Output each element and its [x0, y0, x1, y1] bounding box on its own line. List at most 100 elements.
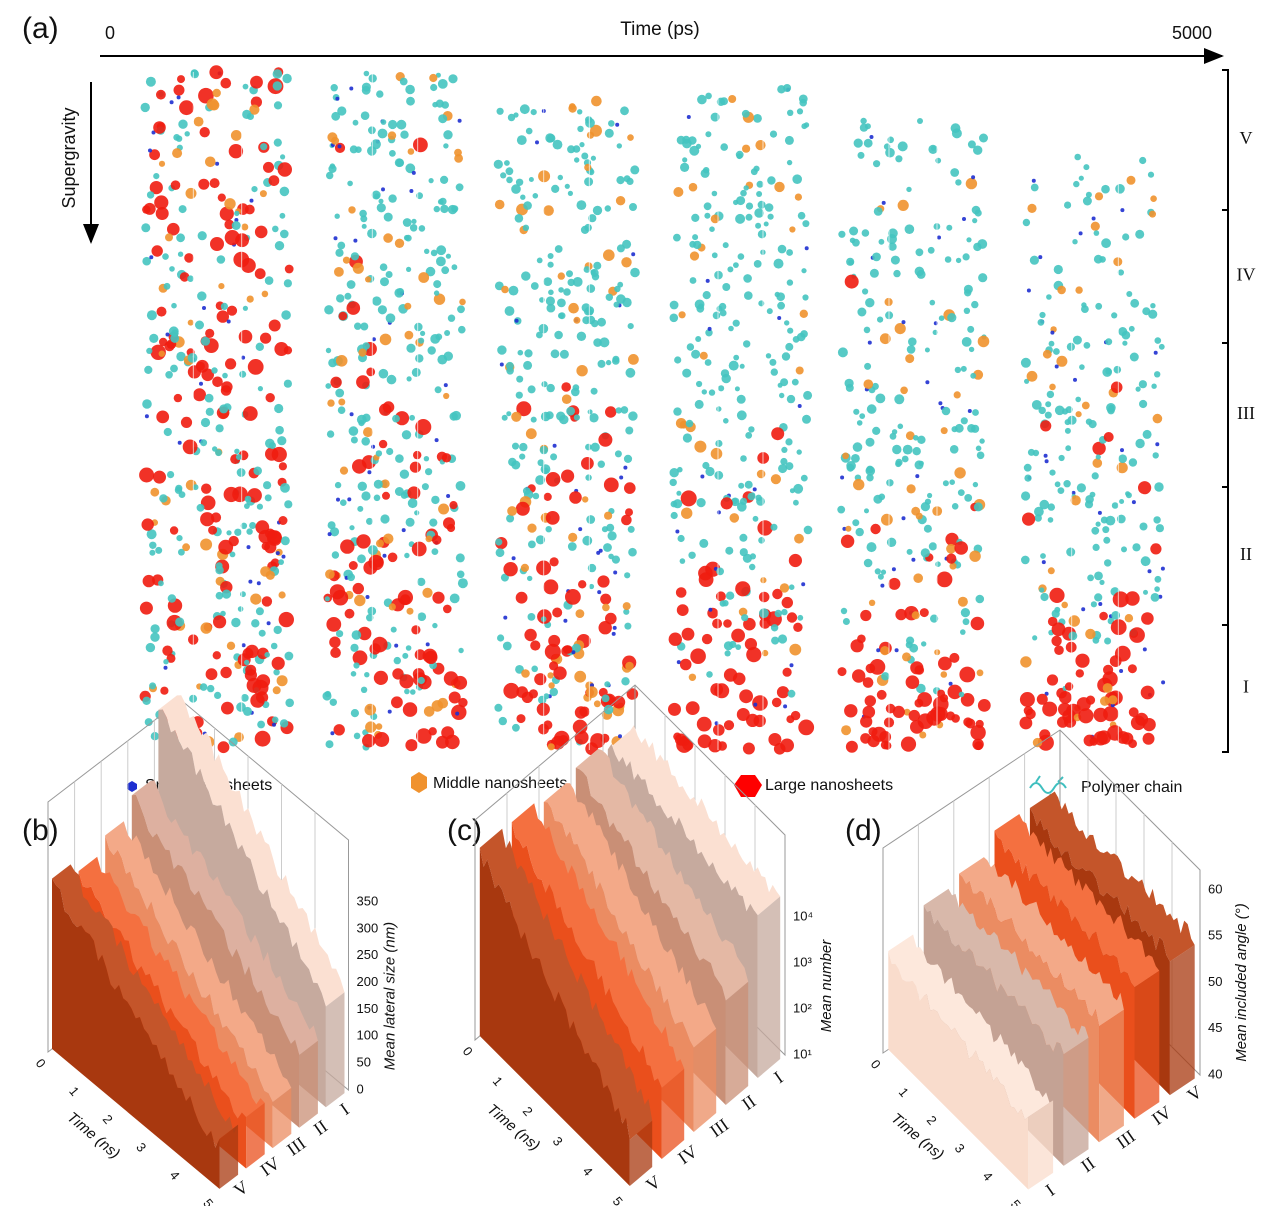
ribbon-face	[479, 847, 630, 1186]
particle	[1101, 238, 1111, 249]
particle	[749, 563, 756, 571]
particle	[740, 189, 747, 197]
particle	[149, 255, 154, 260]
particle	[673, 233, 681, 242]
particle	[497, 345, 507, 355]
particle	[511, 411, 522, 422]
particle	[888, 228, 898, 239]
particle	[941, 406, 951, 416]
particle	[685, 419, 694, 428]
particle	[325, 347, 332, 354]
particle	[865, 298, 875, 308]
particle	[615, 122, 620, 127]
particle	[365, 721, 377, 733]
particle	[1099, 611, 1108, 621]
particle	[1091, 526, 1100, 535]
particle	[497, 634, 505, 642]
particle	[536, 257, 543, 264]
particle	[433, 293, 446, 305]
particle	[627, 134, 634, 141]
particle	[1122, 340, 1128, 346]
particle	[374, 732, 390, 747]
particle	[217, 193, 226, 202]
particle	[455, 553, 465, 563]
particle	[908, 337, 917, 347]
particle	[564, 645, 573, 654]
particle	[1153, 516, 1161, 524]
particle	[540, 411, 551, 422]
particle	[881, 672, 890, 681]
particle	[500, 172, 507, 179]
particle	[283, 379, 292, 388]
particle	[736, 410, 747, 421]
legend-icon	[1029, 775, 1067, 801]
particle	[1047, 503, 1056, 511]
particle	[902, 444, 913, 455]
particle	[863, 326, 871, 334]
particle	[264, 494, 272, 502]
particle	[913, 435, 919, 441]
particle	[330, 731, 335, 736]
particle	[337, 144, 342, 149]
particle	[766, 308, 773, 315]
particle	[338, 398, 346, 406]
particle	[885, 147, 895, 158]
particle	[273, 625, 282, 635]
particle	[712, 618, 723, 629]
particle	[493, 159, 503, 169]
particle	[525, 127, 533, 135]
particle	[767, 176, 776, 185]
particle	[417, 612, 427, 621]
particle	[220, 610, 226, 617]
particle	[949, 479, 955, 486]
particle	[273, 101, 283, 110]
particle	[173, 393, 183, 403]
particle	[242, 109, 252, 119]
particle	[703, 202, 712, 211]
particle	[1083, 342, 1091, 349]
particle	[278, 462, 287, 471]
particle	[927, 492, 933, 499]
particle	[187, 319, 194, 326]
particle	[975, 594, 985, 604]
particle	[1076, 483, 1086, 493]
particle	[577, 125, 584, 133]
x-tick-label: 2	[924, 1113, 940, 1128]
particle	[758, 537, 765, 544]
particle	[440, 175, 449, 184]
particle	[173, 134, 181, 141]
particle	[738, 607, 748, 617]
particle	[552, 443, 557, 448]
particle	[329, 698, 337, 706]
particle	[517, 349, 524, 356]
particle	[694, 440, 707, 453]
particle	[156, 410, 170, 424]
particle	[675, 529, 680, 534]
ribbon-top	[131, 780, 318, 1055]
ribbon-top	[888, 934, 1054, 1120]
particle	[142, 696, 151, 705]
particle	[681, 627, 695, 641]
particle	[773, 258, 784, 269]
particle	[324, 596, 330, 602]
particle	[151, 130, 156, 135]
z-axis-title: Mean included angle (°)	[1233, 903, 1250, 1062]
particle	[158, 580, 164, 587]
particle	[615, 196, 626, 206]
particle	[723, 720, 735, 731]
particle	[767, 213, 774, 220]
particle	[246, 545, 251, 550]
particle	[167, 222, 180, 236]
particle	[756, 191, 763, 197]
particle	[547, 743, 555, 751]
particle	[163, 427, 172, 437]
particle	[1129, 352, 1139, 362]
z-tick-label: 250	[357, 947, 379, 962]
particle	[534, 673, 547, 686]
particle	[432, 101, 438, 108]
ribbon-top	[52, 864, 239, 1148]
x-tick-label: 5	[200, 1196, 216, 1206]
particle	[375, 450, 383, 457]
particle	[354, 594, 366, 607]
